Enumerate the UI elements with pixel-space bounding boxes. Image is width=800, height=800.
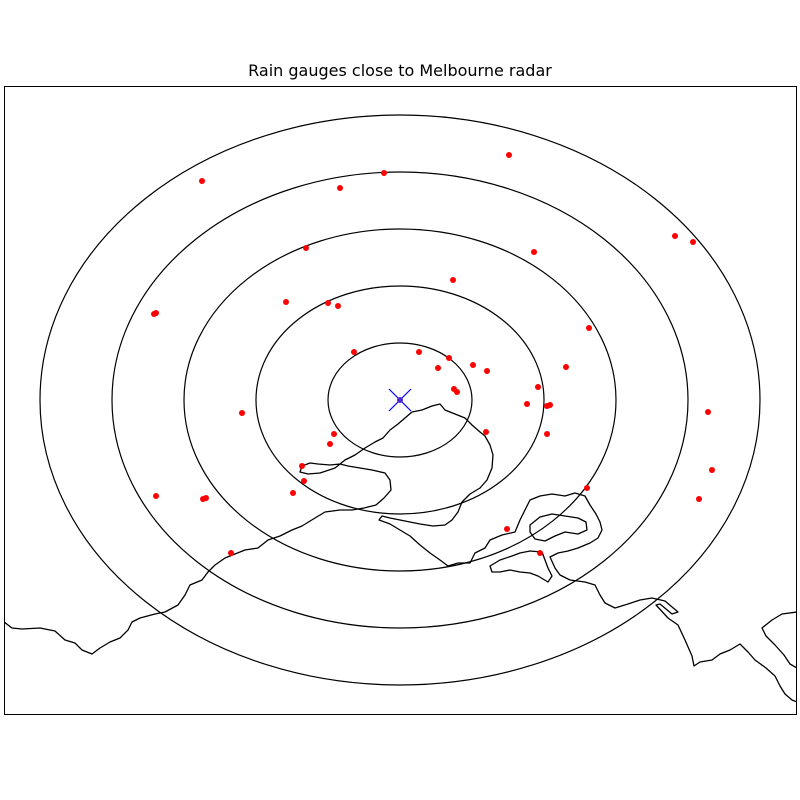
rain-gauge-marker (504, 526, 510, 532)
rain-gauge-marker (563, 364, 569, 370)
rain-gauge-marker (335, 303, 341, 309)
rain-gauge-marker (484, 368, 490, 374)
rain-gauge-marker (506, 152, 512, 158)
rain-gauge-marker (239, 410, 245, 416)
rain-gauge-marker (690, 239, 696, 245)
rain-gauge-marker (446, 355, 452, 361)
rain-gauge-marker (586, 325, 592, 331)
rain-gauge-marker (435, 365, 441, 371)
coastline-french-island (529, 513, 588, 542)
range-ring (183, 228, 617, 572)
rain-gauge-marker (199, 178, 205, 184)
rain-gauge-marker (299, 463, 305, 469)
rain-gauge-marker (584, 485, 590, 491)
rain-gauge-marker (524, 401, 530, 407)
rain-gauge-marker (337, 185, 343, 191)
rain-gauge-marker (454, 389, 460, 395)
coastline-east (761, 611, 797, 669)
rain-gauge-marker (153, 310, 159, 316)
range-ring (111, 171, 689, 629)
rain-gauge-marker (331, 431, 337, 437)
rain-gauge-marker (416, 349, 422, 355)
rain-gauge-marker (709, 467, 715, 473)
rain-gauge-marker (203, 495, 209, 501)
rain-gauge-marker (696, 496, 702, 502)
range-rings (39, 114, 761, 686)
rain-gauge-marker (537, 550, 543, 556)
rain-gauge-marker (381, 170, 387, 176)
rain-gauge-marker (531, 249, 537, 255)
rain-gauge-marker (153, 493, 159, 499)
coastline-westernport (489, 550, 553, 583)
rain-gauge-marker (228, 550, 234, 556)
rain-gauge-marker (544, 431, 550, 437)
rain-gauge-marker (301, 478, 307, 484)
range-ring (327, 342, 473, 458)
rain-gauges (151, 152, 715, 556)
rain-gauge-marker (535, 384, 541, 390)
radar-center-dot (397, 397, 403, 403)
rain-gauge-marker (303, 245, 309, 251)
rain-gauge-marker (283, 299, 289, 305)
radar-site (388, 388, 412, 412)
map-title: Rain gauges close to Melbourne radar (248, 61, 552, 80)
coastline-mainland (4, 403, 797, 703)
rain-gauge-marker (325, 300, 331, 306)
rain-gauge-marker (290, 490, 296, 496)
range-ring (255, 285, 545, 515)
rain-gauge-marker (483, 429, 489, 435)
range-ring (39, 114, 761, 686)
rain-gauge-marker (672, 233, 678, 239)
coastline (4, 403, 797, 703)
map-frame (4, 86, 797, 715)
rain-gauge-marker (547, 402, 553, 408)
rain-gauge-marker (705, 409, 711, 415)
rain-gauge-marker (450, 277, 456, 283)
rain-gauge-marker (470, 362, 476, 368)
rain-gauge-marker (351, 349, 357, 355)
rain-gauge-marker (327, 441, 333, 447)
